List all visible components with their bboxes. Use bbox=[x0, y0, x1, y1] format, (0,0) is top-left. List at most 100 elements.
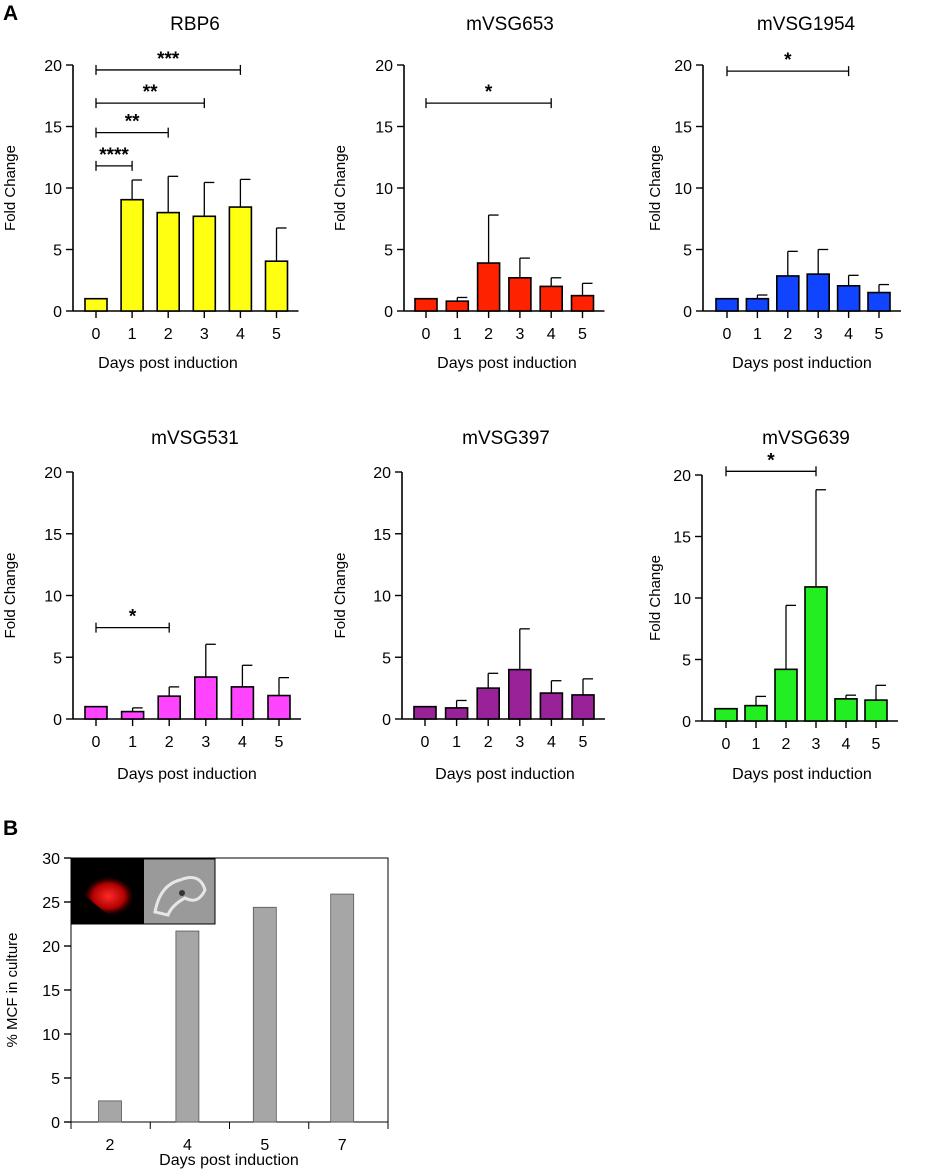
x-tick-label: 2 bbox=[484, 734, 493, 751]
significance-bracket: ** bbox=[95, 82, 205, 109]
x-tick-label: 1 bbox=[752, 736, 761, 753]
significance-bracket: **** bbox=[95, 145, 133, 171]
y-tick-label: 0 bbox=[382, 712, 391, 729]
bar-0 bbox=[413, 705, 437, 720]
y-tick-label: 15 bbox=[44, 120, 62, 137]
x-axis-label: Days post induction bbox=[435, 766, 575, 783]
bar-5 bbox=[267, 694, 291, 720]
bar-0 bbox=[84, 297, 108, 312]
significance-label: *** bbox=[157, 49, 180, 70]
x-tick-label: 5 bbox=[275, 734, 284, 751]
y-tick-label: 5 bbox=[53, 243, 62, 260]
bar-5 bbox=[264, 260, 289, 312]
significance-bracket: * bbox=[95, 607, 170, 633]
x-tick-label: 7 bbox=[338, 1137, 347, 1154]
y-tick-label: 5 bbox=[683, 243, 692, 260]
x-tick-label: 4 bbox=[844, 326, 853, 343]
x-tick-label: 3 bbox=[812, 736, 821, 753]
chart-title: mVSG639 bbox=[762, 428, 850, 449]
bar-1 bbox=[744, 704, 768, 722]
x-tick-label: 4 bbox=[547, 326, 556, 343]
y-tick-label: 10 bbox=[373, 589, 391, 606]
y-tick-label: 20 bbox=[673, 468, 691, 485]
y-tick-label: 15 bbox=[375, 120, 393, 137]
y-tick-label: 25 bbox=[42, 895, 60, 912]
x-tick-label: 5 bbox=[272, 326, 281, 343]
bar-5 bbox=[570, 294, 595, 312]
bar-2 bbox=[98, 1100, 122, 1123]
x-tick-label: 1 bbox=[128, 326, 137, 343]
y-axis-label: Fold Change bbox=[647, 145, 664, 231]
bar-4 bbox=[228, 206, 253, 312]
y-tick-label: 10 bbox=[44, 181, 62, 198]
bar-3 bbox=[806, 273, 831, 312]
x-tick-label: 4 bbox=[547, 734, 556, 751]
x-tick-label: 5 bbox=[872, 736, 881, 753]
chart-mcf-culture: 0 5 10 15 20 25 30 2 4 5 7 Days post induction % MCF… bbox=[4, 851, 389, 1169]
bar-7 bbox=[330, 893, 355, 1123]
x-tick-label: 3 bbox=[814, 326, 823, 343]
x-axis-label: Days post induction bbox=[437, 355, 577, 372]
x-tick-label: 0 bbox=[722, 736, 731, 753]
y-tick-label: 5 bbox=[682, 653, 691, 670]
x-tick-label: 0 bbox=[92, 326, 101, 343]
y-tick-label: 20 bbox=[674, 58, 692, 75]
significance-bracket: * bbox=[725, 450, 817, 477]
significance-label: ** bbox=[125, 112, 140, 133]
significance-label: **** bbox=[99, 145, 129, 166]
x-tick-label: 3 bbox=[515, 734, 524, 751]
bar-3 bbox=[192, 215, 217, 312]
bar-2 bbox=[157, 695, 181, 720]
x-axis-label: Days post induction bbox=[117, 766, 257, 783]
x-tick-label: 4 bbox=[183, 1137, 192, 1154]
x-tick-label: 3 bbox=[200, 326, 209, 343]
y-tick-label: 5 bbox=[51, 1071, 60, 1088]
bar-0 bbox=[84, 705, 108, 720]
chart-mvsg653: mVSG653 0 5 10 15 20 0 1 2 3 4 5 * Days post inductio… bbox=[332, 14, 605, 372]
significance-bracket: ** bbox=[95, 112, 169, 138]
y-tick-label: 10 bbox=[673, 591, 691, 608]
y-tick-label: 20 bbox=[42, 939, 60, 956]
bar-0 bbox=[715, 297, 739, 312]
significance-label: * bbox=[784, 50, 792, 71]
significance-label: * bbox=[129, 607, 137, 628]
y-tick-label: 0 bbox=[683, 304, 692, 321]
y-tick-label: 15 bbox=[674, 120, 692, 137]
y-axis-label: Fold Change bbox=[2, 145, 19, 231]
bar-2 bbox=[775, 275, 800, 312]
bar-5 bbox=[864, 699, 888, 722]
bar-1 bbox=[120, 710, 145, 720]
bar-2 bbox=[156, 211, 180, 312]
chart-mvsg639: mVSG639 0 5 10 15 20 0 1 2 3 4 5 * Days post inductio… bbox=[647, 428, 898, 783]
cell-nucleus bbox=[179, 890, 185, 896]
x-axis-label: Days post induction bbox=[732, 766, 872, 783]
bar-1 bbox=[445, 300, 470, 312]
x-tick-label: 5 bbox=[875, 326, 884, 343]
y-tick-label: 0 bbox=[53, 712, 62, 729]
bar-2 bbox=[476, 262, 501, 312]
panel-label-b: B bbox=[3, 817, 18, 840]
chart-title: mVSG653 bbox=[466, 14, 554, 35]
significance-bracket: * bbox=[726, 50, 850, 77]
bar-1 bbox=[745, 297, 770, 312]
y-tick-label: 5 bbox=[382, 650, 391, 667]
bar-4 bbox=[836, 284, 861, 312]
y-tick-label: 10 bbox=[375, 181, 393, 198]
chart-title: mVSG531 bbox=[151, 428, 239, 449]
significance-bracket: *** bbox=[95, 49, 242, 75]
y-tick-label: 10 bbox=[42, 1027, 60, 1044]
fluorescent-cell-shape bbox=[84, 877, 134, 916]
chart-title: RBP6 bbox=[170, 14, 220, 35]
x-tick-label: 5 bbox=[579, 734, 588, 751]
x-tick-label: 2 bbox=[165, 734, 174, 751]
y-tick-label: 15 bbox=[673, 530, 691, 547]
y-tick-label: 15 bbox=[42, 983, 60, 1000]
bar-2 bbox=[774, 668, 798, 722]
x-tick-label: 0 bbox=[422, 326, 431, 343]
x-axis-label: Days post induction bbox=[732, 355, 872, 372]
x-tick-label: 0 bbox=[92, 734, 101, 751]
bar-4 bbox=[539, 692, 564, 720]
y-tick-label: 20 bbox=[44, 465, 62, 482]
chart-title: mVSG1954 bbox=[757, 14, 856, 35]
